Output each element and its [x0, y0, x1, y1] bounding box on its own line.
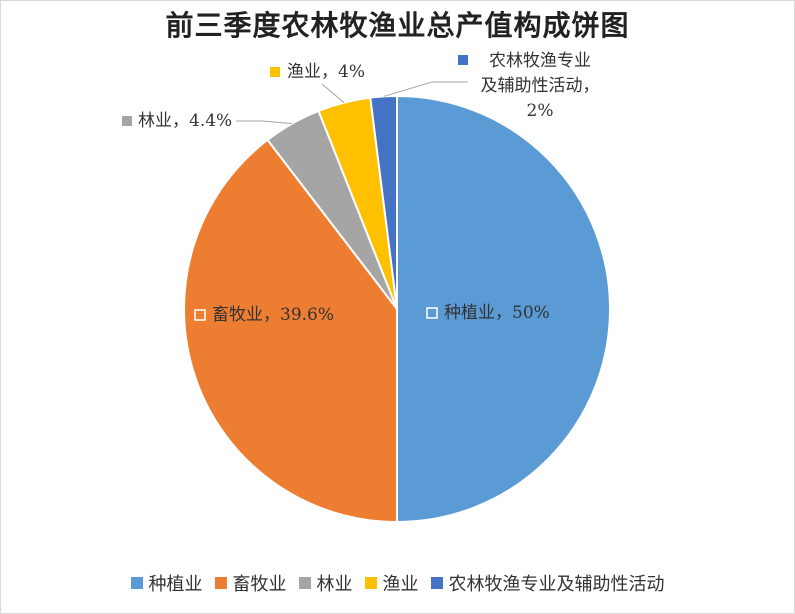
data-label-linye: 林业，4.4% [138, 111, 232, 131]
legend-swatch-xumu [214, 577, 227, 589]
legend-item-zhongzhi: 种植业 [130, 570, 203, 596]
legend-swatch-linye [298, 577, 311, 589]
pie-slice-zhuanye [369, 94, 398, 310]
leader-line-zhuanye [383, 81, 468, 97]
legend-label-xumu: 畜牧业 [232, 574, 287, 595]
chart-legend: 种植业 畜牧业 林业 渔业 农林牧渔专业及辅助性活动 [0, 570, 795, 596]
pie-slice-xumu [183, 138, 398, 524]
pie-slice-zhongzhi [396, 94, 611, 524]
legend-item-linye: 林业 [298, 570, 353, 596]
leader-line-yuye [321, 83, 345, 104]
legend-swatch-zhongzhi [130, 577, 143, 589]
legend-label-yuye: 渔业 [382, 574, 419, 595]
legend-label-zhongzhi: 种植业 [148, 574, 203, 595]
data-label-marker-xumu [194, 309, 206, 321]
chart-title: 前三季度农林牧渔业总产值构成饼图 [165, 9, 630, 42]
data-label-marker-linye [122, 116, 132, 126]
data-label-zhongzhi: 种植业，50% [444, 303, 550, 323]
legend-item-yuye: 渔业 [364, 570, 419, 596]
data-label-xumu: 畜牧业，39.6% [212, 305, 334, 325]
data-label-marker-zhongzhi [426, 307, 438, 319]
data-label-marker-yuye [270, 67, 280, 77]
data-label-marker-zhuanye [458, 55, 468, 65]
legend-item-zhuanye: 农林牧渔专业及辅助性活动 [430, 570, 665, 596]
legend-label-linye: 林业 [316, 574, 353, 595]
legend-swatch-zhuanye [430, 577, 443, 589]
data-label-zhuanye: 农林牧渔专业及辅助性活动， 2% [481, 51, 600, 121]
leader-line-linye [236, 120, 293, 125]
legend-item-xumu: 畜牧业 [214, 570, 287, 596]
data-label-yuye: 渔业，4% [287, 62, 365, 82]
legend-label-zhuanye: 农林牧渔专业及辅助性活动 [448, 574, 665, 595]
legend-swatch-yuye [364, 577, 377, 589]
